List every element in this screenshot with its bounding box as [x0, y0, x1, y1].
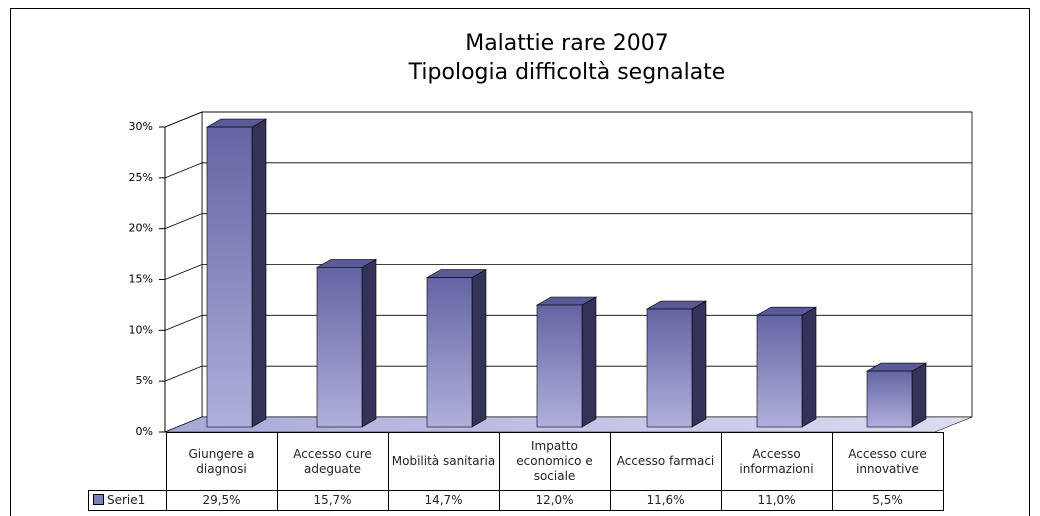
- category-label: Accesso cure adeguate: [276, 432, 389, 491]
- category-label: Accesso farmaci: [609, 432, 722, 491]
- bar-side: [911, 362, 927, 428]
- grid-line: [164, 365, 203, 382]
- value-label: 29,5%: [165, 490, 278, 511]
- y-tick-label: 15%: [129, 273, 153, 286]
- y-tick-label: 10%: [129, 323, 153, 336]
- data-table: Giungere a diagnosi Accesso cure adeguate…: [88, 432, 944, 511]
- bar: [316, 267, 363, 428]
- value-label: 11,6%: [609, 490, 722, 511]
- bar: [536, 304, 583, 428]
- bar-side: [251, 118, 267, 428]
- chart-subtitle: Tipologia difficoltà segnalate: [408, 60, 726, 85]
- value-label: 15,7%: [276, 490, 389, 511]
- value-label: 11,0%: [720, 490, 833, 511]
- legend-cell: Serie1: [88, 490, 167, 511]
- chart-title: Malattie rare 2007: [465, 31, 669, 56]
- bar-side: [581, 296, 597, 428]
- bar: [206, 126, 253, 428]
- y-tick-label: 25%: [129, 171, 153, 184]
- category-label: Giungere a diagnosi: [165, 432, 278, 491]
- value-label: 14,7%: [387, 490, 500, 511]
- frame: [10, 8, 1030, 516]
- category-label: Accesso cure innovative: [831, 432, 944, 491]
- category-label: Mobilità sanitaria: [387, 432, 500, 491]
- legend-label: Serie1: [107, 493, 146, 507]
- y-tick-label: 0%: [136, 425, 153, 438]
- category-label: Impatto economico e sociale: [498, 432, 611, 491]
- bar: [426, 277, 473, 428]
- bar-side: [801, 306, 817, 428]
- legend-swatch: [93, 494, 104, 505]
- grid-line: [164, 162, 203, 179]
- bar-side: [471, 269, 487, 428]
- bar: [866, 370, 913, 428]
- bar: [756, 314, 803, 428]
- grid-line: [164, 111, 203, 128]
- y-tick-label: 5%: [136, 374, 153, 387]
- y-tick-label: 30%: [129, 120, 153, 133]
- grid-line: [164, 264, 203, 280]
- value-label: 12,0%: [498, 490, 611, 511]
- category-label: Accesso informazioni: [720, 432, 833, 491]
- bar-side: [361, 258, 377, 428]
- bar-side: [691, 300, 707, 428]
- bar: [646, 308, 693, 428]
- blank-cell: [89, 433, 167, 491]
- grid-line: [164, 213, 203, 230]
- value-label: 5,5%: [831, 490, 944, 511]
- y-tick-label: 20%: [129, 222, 153, 235]
- grid-line: [164, 314, 203, 331]
